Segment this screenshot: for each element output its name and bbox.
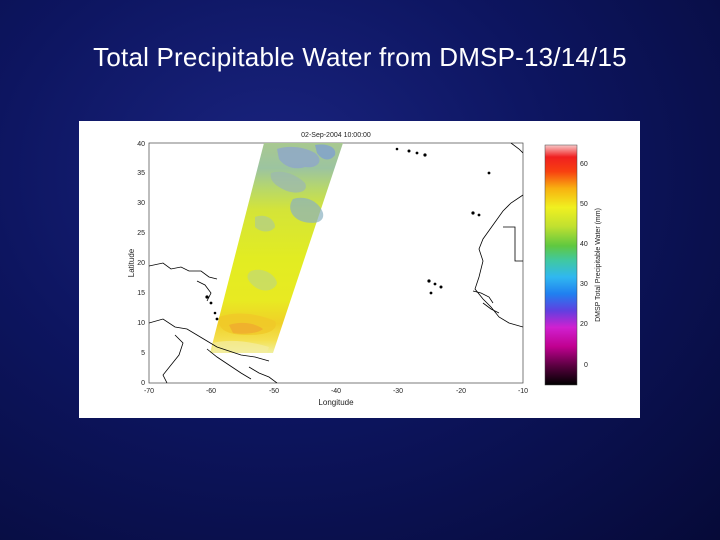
x-tick-label: -40 <box>331 388 341 395</box>
y-axis-label: Latitude <box>127 248 136 277</box>
x-tick-label: -30 <box>393 388 403 395</box>
map-timestamp: 02-Sep-2004 10:00:00 <box>301 132 371 139</box>
plot-frame <box>148 142 524 384</box>
colorbar-tick-label: 50 <box>580 201 588 208</box>
colorbar-tick-label: 40 <box>580 241 588 248</box>
y-tick-label: 0 <box>141 380 145 387</box>
y-tick-label: 30 <box>137 200 145 207</box>
colorbar-tick-label: 0 <box>584 362 588 369</box>
y-tick-label: 5 <box>141 350 145 357</box>
x-axis-label: Longitude <box>318 398 354 407</box>
x-axis: -70 -60 -50 -40 -30 -20 -10 <box>144 388 528 395</box>
x-tick-label: -60 <box>206 388 216 395</box>
precipitable-water-map: 02-Sep-2004 10:00:00 <box>127 132 602 407</box>
y-tick-label: 20 <box>137 260 145 267</box>
y-tick-label: 15 <box>137 290 145 297</box>
y-tick-label: 40 <box>137 141 145 148</box>
colorbar <box>544 144 578 386</box>
x-tick-label: -10 <box>518 388 528 395</box>
colorbar-ticks: 0 20 30 40 50 60 <box>580 161 588 369</box>
y-tick-label: 35 <box>137 170 145 177</box>
map-figure: 02-Sep-2004 10:00:00 <box>79 121 640 418</box>
colorbar-label: DMSP Total Precipitable Water (mm) <box>595 208 602 322</box>
x-tick-label: -20 <box>456 388 466 395</box>
y-axis: 0 5 10 15 20 25 30 35 40 <box>137 141 145 387</box>
x-tick-label: -70 <box>144 388 154 395</box>
colorbar-tick-label: 30 <box>580 281 588 288</box>
colorbar-tick-label: 20 <box>580 321 588 328</box>
tpw-swath <box>210 143 343 353</box>
y-tick-label: 25 <box>137 230 145 237</box>
coastlines <box>149 143 523 383</box>
slide-title: Total Precipitable Water from DMSP-13/14… <box>93 42 627 72</box>
colorbar-tick-label: 60 <box>580 161 588 168</box>
x-tick-label: -50 <box>269 388 279 395</box>
y-tick-label: 10 <box>137 320 145 327</box>
